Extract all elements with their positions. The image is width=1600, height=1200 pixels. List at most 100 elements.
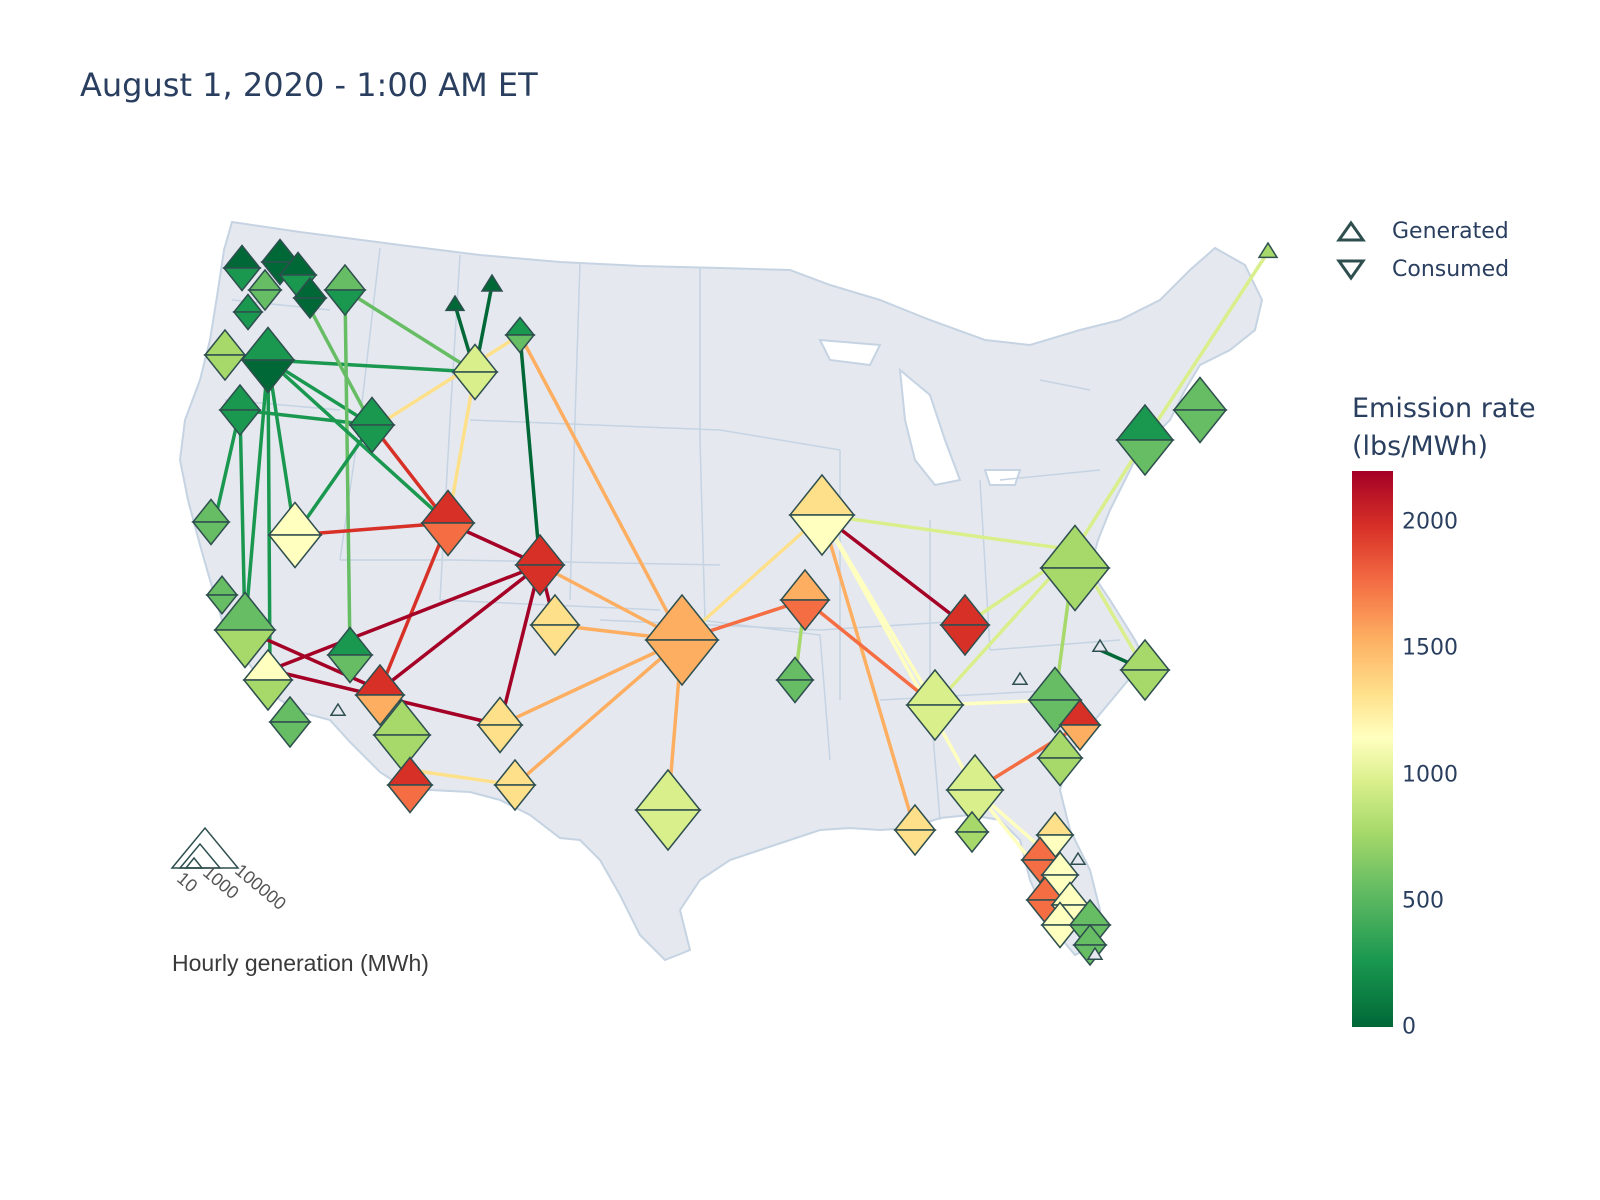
region-marker[interactable]: [247, 268, 283, 312]
consumed-triangle: [1119, 669, 1171, 702]
colorbar-tick: 500: [1402, 888, 1444, 914]
generated-only-triangle[interactable]: [444, 294, 466, 312]
region-marker[interactable]: [326, 626, 374, 684]
region-marker[interactable]: [191, 498, 231, 546]
consumed-triangle: [529, 624, 581, 657]
consumed-triangle: [493, 784, 537, 812]
region-marker[interactable]: [514, 533, 566, 597]
region-marker[interactable]: [788, 473, 856, 557]
colorbar-tick: 1500: [1402, 635, 1458, 661]
consumed-triangle: [203, 354, 247, 382]
consumed-triangle: [779, 599, 831, 632]
generated-only-triangle[interactable]: [1257, 241, 1279, 259]
colorbar: [1352, 471, 1393, 1027]
region-marker[interactable]: [451, 343, 499, 401]
region-marker[interactable]: [634, 768, 702, 852]
region-marker[interactable]: [1115, 403, 1175, 477]
consumed-triangle: [1039, 567, 1111, 612]
colorbar-title-line2: (lbs/MWh): [1352, 431, 1488, 462]
region-marker[interactable]: [504, 316, 536, 354]
region-marker[interactable]: [1040, 851, 1080, 899]
generated-only-triangle[interactable]: [329, 702, 347, 716]
region-marker[interactable]: [205, 575, 239, 615]
region-marker[interactable]: [1119, 638, 1171, 702]
region-marker[interactable]: [493, 758, 537, 812]
consumed-triangle: [267, 534, 323, 569]
consumed-triangle: [191, 521, 231, 546]
region-marker[interactable]: [386, 756, 434, 814]
consumed-triangle: [354, 694, 406, 727]
consumed-triangle: [386, 784, 434, 814]
region-marker[interactable]: [1058, 698, 1102, 752]
consumed-triangle: [268, 721, 312, 749]
legend-label: Consumed: [1392, 256, 1510, 282]
colorbar-tick: 2000: [1402, 509, 1458, 535]
generated-only-triangle[interactable]: [1069, 851, 1087, 865]
region-marker[interactable]: [232, 293, 264, 331]
colorbar-tick: 1000: [1402, 762, 1458, 788]
region-marker[interactable]: [242, 648, 294, 712]
legend-item-consumed[interactable]: Consumed: [1334, 250, 1509, 288]
colorbar-title-line1: Emission rate: [1352, 393, 1536, 424]
region-marker[interactable]: [893, 803, 937, 857]
region-marker[interactable]: [476, 696, 524, 754]
region-marker[interactable]: [529, 593, 581, 657]
consumed-triangle: [372, 734, 432, 772]
generated-only-triangle[interactable]: [1086, 946, 1104, 960]
marker-legend: Generated Consumed: [1334, 212, 1509, 288]
generated-only-triangle[interactable]: [480, 273, 504, 292]
colorbar-tick: 0: [1402, 1014, 1416, 1040]
region-marker[interactable]: [905, 668, 965, 742]
region-marker[interactable]: [267, 501, 323, 569]
region-marker[interactable]: [323, 263, 367, 317]
region-marker[interactable]: [775, 656, 815, 704]
region-marker[interactable]: [240, 326, 296, 394]
region-marker[interactable]: [779, 568, 831, 632]
consumed-triangle: [326, 654, 374, 684]
consumed-triangle: [954, 831, 990, 854]
region-markers[interactable]: [191, 238, 1279, 967]
generated-only-triangle[interactable]: [1011, 671, 1029, 685]
consumed-triangle: [476, 724, 524, 754]
region-marker[interactable]: [1039, 524, 1111, 612]
region-marker[interactable]: [292, 276, 328, 320]
region-marker[interactable]: [954, 810, 990, 854]
region-marker[interactable]: [644, 593, 720, 687]
region-marker[interactable]: [945, 753, 1005, 827]
consumed-triangle: [420, 522, 476, 557]
consumed-triangle: [240, 359, 296, 394]
chart-title: August 1, 2020 - 1:00 AM ET: [80, 66, 538, 104]
region-marker[interactable]: [1027, 666, 1083, 734]
consumed-triangle: [222, 267, 262, 292]
size-legend-icon: [170, 826, 240, 869]
region-marker[interactable]: [222, 244, 262, 292]
consumed-triangle: [514, 564, 566, 597]
region-marker[interactable]: [354, 663, 406, 727]
consumed-triangle: [232, 311, 264, 331]
consumed-triangle: [1172, 409, 1228, 444]
region-marker[interactable]: [1172, 376, 1228, 444]
region-marker[interactable]: [372, 698, 432, 772]
consumed-triangle: [945, 789, 1005, 827]
consumed-triangle: [504, 334, 536, 354]
consumed-triangle: [242, 679, 294, 712]
consumed-triangle: [939, 624, 991, 657]
region-marker[interactable]: [218, 383, 262, 437]
region-marker[interactable]: [420, 489, 476, 557]
region-marker[interactable]: [1036, 729, 1084, 787]
generated-only-triangle[interactable]: [1091, 638, 1109, 652]
region-marker[interactable]: [939, 593, 991, 657]
region-marker[interactable]: [1040, 901, 1080, 949]
size-legend-label: Hourly generation (MWh): [172, 950, 429, 976]
consumed-triangle: [1040, 924, 1080, 949]
great-lakes: [818, 338, 1022, 487]
region-marker[interactable]: [268, 695, 312, 749]
region-marker[interactable]: [348, 396, 396, 454]
region-marker[interactable]: [213, 591, 277, 669]
consumed-triangle: [893, 829, 937, 857]
legend-item-generated[interactable]: Generated: [1334, 212, 1509, 250]
consumed-triangle: [323, 289, 367, 317]
consumed-triangle: [905, 704, 965, 742]
region-marker[interactable]: [203, 328, 247, 382]
